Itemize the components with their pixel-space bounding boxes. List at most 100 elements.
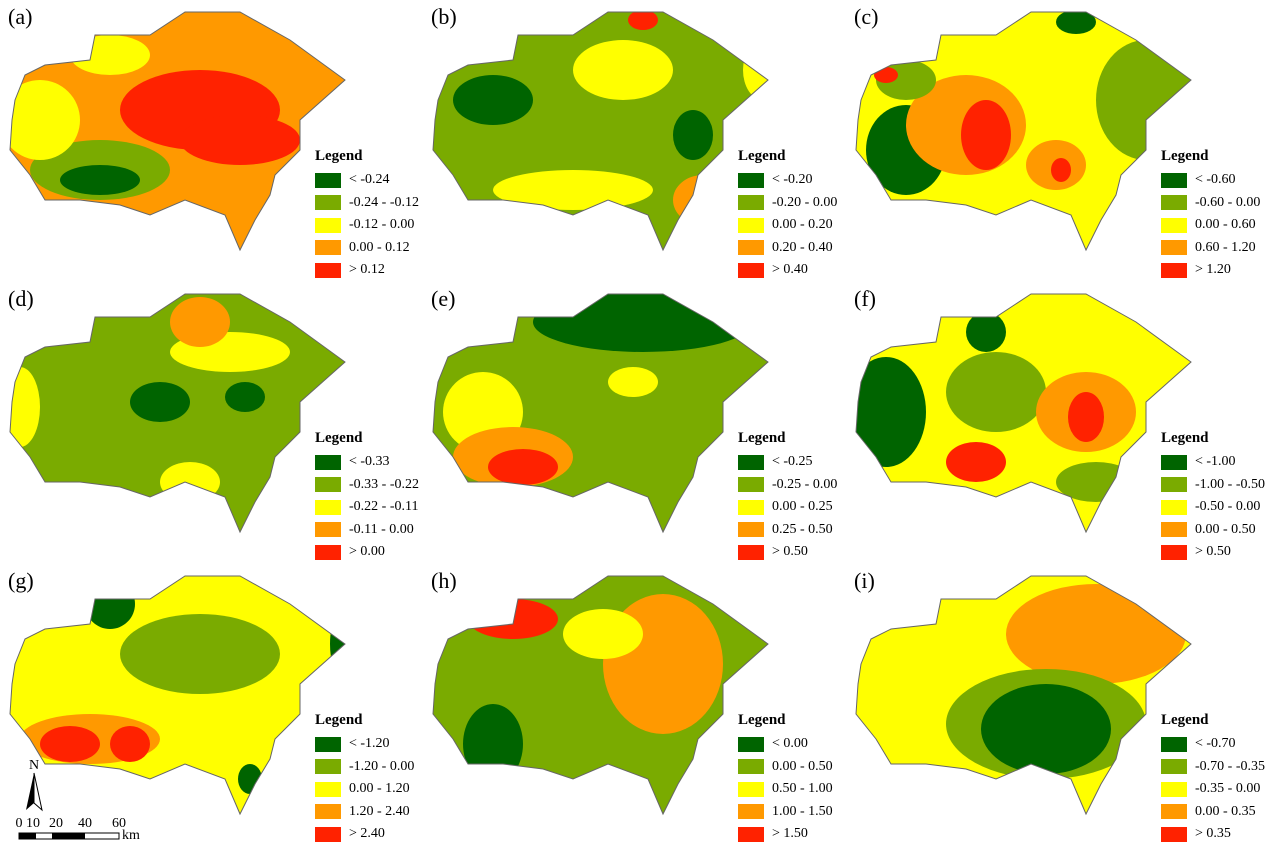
value-zone <box>453 75 533 125</box>
panel-label: (g) <box>8 568 34 593</box>
value-zone <box>160 462 220 502</box>
legend-label: 0.00 - 0.50 <box>1195 521 1256 537</box>
legend-item: > 0.35 <box>1161 823 1265 846</box>
legend-label: -0.11 - 0.00 <box>349 521 414 537</box>
value-zone <box>563 609 643 659</box>
legend-swatch <box>738 522 764 538</box>
scale-bar: N 0 10 20 40 60 km <box>14 755 144 850</box>
legend-title: Legend <box>1161 712 1209 728</box>
legend-swatch <box>315 217 341 233</box>
legend-swatch <box>315 195 341 211</box>
legend-item: -1.00 - -0.50 <box>1161 474 1265 497</box>
legend-item: 0.00 - 0.35 <box>1161 801 1265 824</box>
legend-swatch <box>738 262 764 278</box>
legend-label: -0.33 - -0.22 <box>349 476 419 492</box>
legend-item: -0.60 - 0.00 <box>1161 192 1260 215</box>
scale-tick: 10 <box>26 816 40 831</box>
legend-item: < -0.33 <box>315 451 419 474</box>
legend-item: 1.00 - 1.50 <box>738 801 833 824</box>
legend-item: 1.20 - 2.40 <box>315 801 414 824</box>
legend-label: -0.12 - 0.00 <box>349 217 415 233</box>
legend-swatch <box>738 804 764 820</box>
value-zone <box>493 170 653 210</box>
legend-label: < -0.60 <box>1195 172 1236 188</box>
legend-label: < -0.33 <box>349 454 390 470</box>
value-zone <box>85 579 135 629</box>
region-map <box>432 575 769 816</box>
legend-item: > 0.50 <box>738 541 837 564</box>
panel-label: (b) <box>431 4 457 29</box>
value-zone <box>110 726 150 762</box>
legend-swatch <box>1161 544 1187 560</box>
value-zone <box>673 110 713 160</box>
value-zone <box>866 664 946 724</box>
legend-swatch <box>1161 522 1187 538</box>
legend: Legend < -0.25 -0.25 - 0.00 0.00 - 0.25 0.2… <box>738 430 837 564</box>
legend-item: > 0.40 <box>738 259 837 282</box>
legend-label: < -0.24 <box>349 172 390 188</box>
legend: Legend < -0.24 -0.24 - -0.12 -0.12 - 0.00 0… <box>315 148 419 282</box>
legend-label: -1.20 - 0.00 <box>349 758 415 774</box>
legend-label: -0.60 - 0.00 <box>1195 194 1261 210</box>
legend-label: 1.20 - 2.40 <box>349 803 410 819</box>
value-zone <box>874 67 898 83</box>
legend-label: 0.00 - 0.60 <box>1195 217 1256 233</box>
legend-label: 1.00 - 1.50 <box>772 803 833 819</box>
legend-swatch <box>1161 477 1187 493</box>
scale-tick: 40 <box>78 816 92 831</box>
value-zone <box>628 12 658 30</box>
legend-label: 0.00 - 0.35 <box>1195 803 1256 819</box>
value-zone <box>981 684 1111 774</box>
value-zone <box>946 442 1006 482</box>
legend-label: > 0.50 <box>772 544 808 560</box>
legend: Legend < -1.00 -1.00 - -0.50 -0.50 - 0.00 0… <box>1161 430 1265 564</box>
legend-item: < -1.20 <box>315 733 414 756</box>
value-zone <box>40 726 100 762</box>
legend-title: Legend <box>738 148 786 164</box>
panel-label: (d) <box>8 286 34 311</box>
legend-item: -0.24 - -0.12 <box>315 192 419 215</box>
value-zone <box>170 297 230 347</box>
value-zone <box>120 614 280 694</box>
legend-swatch <box>315 172 341 188</box>
legend-item: -0.22 - -0.11 <box>315 496 419 519</box>
legend-item: 0.00 - 0.25 <box>738 496 837 519</box>
value-zone <box>946 352 1046 432</box>
legend-label: -0.22 - -0.11 <box>349 499 419 515</box>
value-zone <box>573 40 673 100</box>
map-panel-g: (g) Legend < -1.20 -1.20 - 0.00 0.00 - 1.2… <box>0 564 422 846</box>
legend-item: -0.70 - -0.35 <box>1161 756 1265 779</box>
legend-item: -0.11 - 0.00 <box>315 519 419 542</box>
legend-label: -0.25 - 0.00 <box>772 476 838 492</box>
value-zone <box>1068 392 1104 442</box>
legend-swatch <box>315 499 341 515</box>
legend-label: > 0.50 <box>1195 544 1231 560</box>
value-zone <box>1178 674 1191 714</box>
value-zone <box>330 614 345 674</box>
legend-item: 0.60 - 1.20 <box>1161 237 1260 260</box>
legend-swatch <box>738 736 764 752</box>
legend-label: < -0.25 <box>772 454 813 470</box>
legend-item: 0.00 - 0.60 <box>1161 214 1260 237</box>
legend-swatch <box>738 217 764 233</box>
scale-tick: 20 <box>49 816 63 831</box>
legend-swatch <box>738 759 764 775</box>
legend-label: > 2.40 <box>349 826 385 842</box>
legend-item: -0.12 - 0.00 <box>315 214 419 237</box>
legend-label: < 0.00 <box>772 736 808 752</box>
region-map <box>855 11 1192 252</box>
legend-label: > 0.35 <box>1195 826 1231 842</box>
map-panel-c: (c) Legend < -0.60 -0.60 - 0.00 0.00 - 0.6… <box>846 0 1268 282</box>
legend-swatch <box>738 826 764 842</box>
legend-item: 0.25 - 0.50 <box>738 519 837 542</box>
scale-unit: km <box>122 828 140 843</box>
legend-label: < -0.20 <box>772 172 813 188</box>
legend-item: < -1.00 <box>1161 451 1265 474</box>
legend-label: 0.25 - 0.50 <box>772 521 833 537</box>
legend: Legend < -0.70 -0.70 - -0.35 -0.35 - 0.00 0… <box>1161 712 1265 846</box>
value-zone <box>483 794 523 814</box>
region-map <box>9 293 346 534</box>
legend: Legend < 0.00 0.00 - 0.50 0.50 - 1.00 1.00 … <box>738 712 833 846</box>
value-zone <box>1051 158 1071 182</box>
legend: Legend < -1.20 -1.20 - 0.00 0.00 - 1.20 1.2… <box>315 712 414 846</box>
